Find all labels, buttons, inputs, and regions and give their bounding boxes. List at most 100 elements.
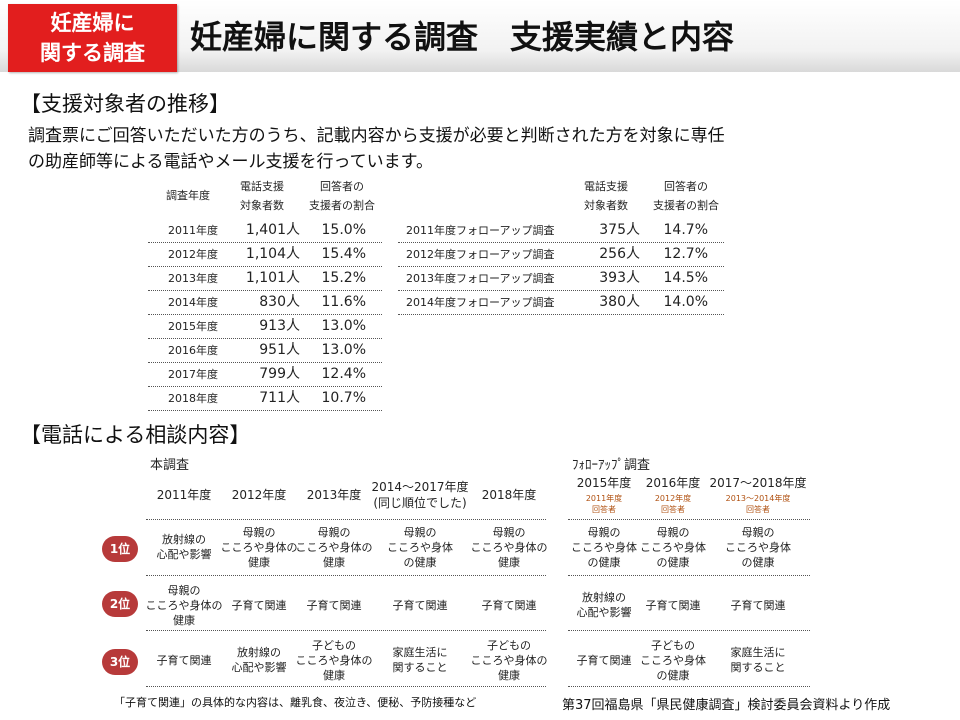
table-row: 2011年度フォローアップ調査 375人 14.7% (398, 219, 724, 243)
section-heading-support: 【支援対象者の推移】 (20, 92, 230, 116)
main-survey-label: 本調査 (150, 458, 190, 473)
consult-cell: 子育て関連 (306, 599, 362, 612)
row-year: 2014年度フォローアップ調査 (406, 296, 555, 309)
fu-year-sub: 2013～2014年度 (725, 494, 791, 503)
row-count: 380人 (599, 294, 640, 310)
col-header-year: 調査年度 (166, 189, 210, 202)
consult-cell: 子どもの (487, 639, 531, 652)
consult-cell: 健康 (173, 614, 195, 627)
consult-cell: こころや身体の (470, 654, 548, 667)
rank-badge: 2位 (102, 591, 138, 617)
fu-year-header: 2015年度 (576, 476, 632, 490)
col-header-count-2: 対象者数 (240, 199, 284, 212)
intro-text: 調査票にご回答いただいた方のうち、記載内容から支援が必要と判断された方を対象に専… (28, 123, 948, 175)
row-ratio: 14.5% (663, 270, 708, 286)
year-header: 2014～2017年度 (371, 480, 469, 494)
consult-cell: 健康 (323, 669, 345, 682)
consult-cell: 母親の (317, 526, 351, 539)
consult-cell: こころや身体の (295, 541, 373, 554)
divider (568, 519, 810, 520)
divider (146, 519, 546, 520)
row-ratio: 10.7% (321, 390, 366, 406)
row-year: 2013年度フォローアップ調査 (406, 272, 555, 285)
divider (568, 686, 810, 687)
fu-consult-cell: 関すること (730, 661, 786, 674)
fu-col-header-ratio-2: 支援者の割合 (653, 199, 719, 212)
fu-consult-cell: 子育て関連 (730, 599, 786, 612)
year-header: 2011年度 (156, 488, 212, 502)
table-row: 2013年度 1,101人 15.2% (148, 267, 382, 291)
fu-year-sub2: 回答者 (746, 505, 770, 514)
fu-year-header: 2016年度 (645, 476, 701, 490)
table-row: 2011年度 1,401人 15.0% (148, 219, 382, 243)
year-header-note: (同じ順位でした) (373, 496, 467, 510)
row-ratio: 12.7% (663, 246, 708, 262)
fu-col-header-count-1: 電話支援 (584, 180, 628, 193)
section-heading-consult: 【電話による相談内容】 (20, 423, 251, 447)
consult-cell: 母親の (403, 526, 437, 539)
fu-consult-cell: 家庭生活に (730, 646, 786, 659)
col-header-ratio-2: 支援者の割合 (309, 199, 375, 212)
consult-cell: 子育て関連 (231, 599, 287, 612)
consult-cell: 子育て関連 (156, 654, 212, 667)
consult-cell: こころや身体 (387, 541, 453, 554)
row-count: 830人 (259, 294, 300, 310)
consult-cell: 健康 (323, 556, 345, 569)
divider (568, 630, 810, 631)
consult-cell: 健康 (498, 556, 520, 569)
fu-consult-cell: 子どもの (651, 639, 695, 652)
consult-cell: 子育て関連 (481, 599, 537, 612)
row-ratio: 15.2% (321, 270, 366, 286)
fu-consult-cell: の健康 (587, 556, 621, 569)
fu-consult-cell: 子育て関連 (645, 599, 701, 612)
fu-year-sub2: 回答者 (592, 505, 616, 514)
row-count: 1,101人 (245, 270, 300, 286)
row-count: 1,401人 (245, 222, 300, 238)
row-year: 2011年度 (168, 224, 218, 237)
row-year: 2017年度 (168, 368, 218, 381)
fu-consult-cell: 子育て関連 (576, 654, 632, 667)
source-credit: 第37回福島県「県民健康調査」検討委員会資料より作成 (562, 698, 891, 713)
row-count: 799人 (259, 366, 300, 382)
year-header: 2018年度 (481, 488, 537, 502)
row-count: 913人 (259, 318, 300, 334)
year-header: 2013年度 (306, 488, 362, 502)
fu-consult-cell: こころや身体 (640, 541, 706, 554)
row-year: 2012年度 (168, 248, 218, 261)
fu-year-header: 2017～2018年度 (709, 476, 807, 490)
badge-line-2: 関する調査 (40, 41, 145, 65)
badge-line-1: 妊産婦に (50, 11, 135, 35)
consult-cell: こころや身体の (145, 599, 223, 612)
row-ratio: 15.4% (321, 246, 366, 262)
fu-year-sub: 2011年度 (585, 494, 623, 503)
fu-year-sub2: 回答者 (661, 505, 685, 514)
fu-col-header-ratio-1: 回答者の (664, 180, 708, 193)
section-badge: 妊産婦に 関する調査 (8, 4, 177, 72)
intro-line-1: 調査票にご回答いただいた方のうち、記載内容から支援が必要と判断された方を対象に専… (28, 126, 725, 146)
divider (146, 686, 546, 687)
row-count: 711人 (259, 390, 300, 406)
fu-year-sub: 2012年度 (654, 494, 692, 503)
consult-cell: 健康 (248, 556, 270, 569)
table-row: 2018年度 711人 10.7% (148, 387, 382, 411)
fu-consult-cell: の健康 (656, 669, 690, 682)
consult-cell: 心配や影響 (231, 661, 287, 674)
fu-consult-cell: こころや身体 (640, 654, 706, 667)
consult-cell: 母親の (492, 526, 526, 539)
table-row: 2013年度フォローアップ調査 393人 14.5% (398, 267, 724, 291)
row-count: 1,104人 (245, 246, 300, 262)
fu-col-header-count-2: 対象者数 (584, 199, 628, 212)
row-year: 2018年度 (168, 392, 218, 405)
consult-cell: 子どもの (312, 639, 356, 652)
fu-consult-cell: 母親の (741, 526, 775, 539)
consult-cell: 母親の (167, 584, 201, 597)
consult-cell: 心配や影響 (156, 548, 212, 561)
consult-cell: 放射線の (162, 533, 206, 546)
row-ratio: 15.0% (321, 222, 366, 238)
consult-cell: こころや身体の (470, 541, 548, 554)
table-row: 2017年度 799人 12.4% (148, 363, 382, 387)
fu-consult-cell: 放射線の (582, 591, 626, 604)
row-year: 2015年度 (168, 320, 218, 333)
consult-cell: 放射線の (237, 646, 281, 659)
row-count: 951人 (259, 342, 300, 358)
